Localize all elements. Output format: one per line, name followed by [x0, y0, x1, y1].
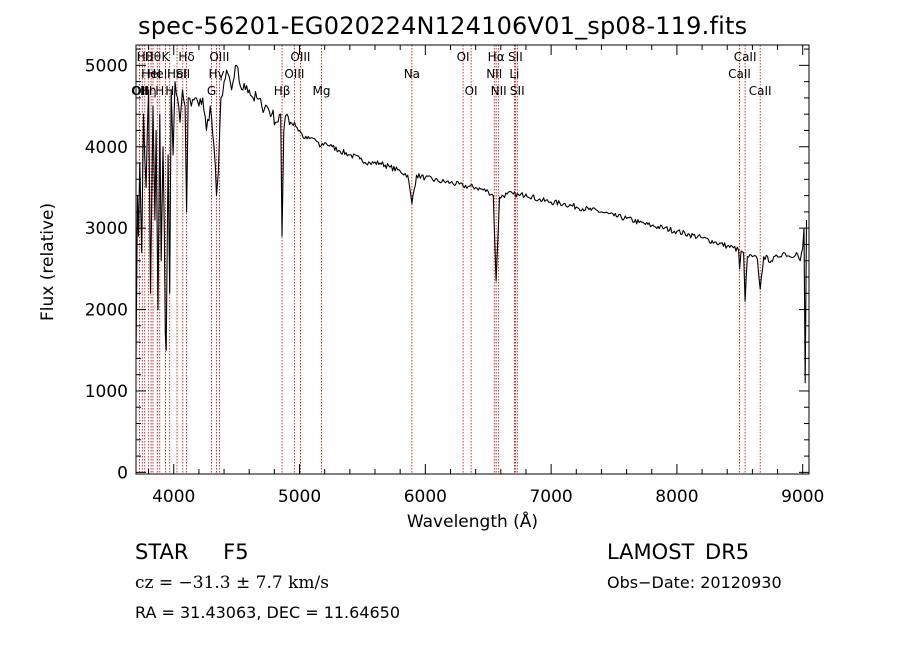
- y-tick-label-1: 1000: [85, 382, 128, 402]
- x-tick-label-2: 6000: [404, 487, 447, 507]
- y-tick-label-5: 5000: [85, 56, 128, 76]
- spectral-line-markers: [138, 45, 761, 474]
- object-class: STAR F5: [135, 540, 249, 564]
- y-tick-label-0: 0: [117, 463, 128, 483]
- line-label-27: SII: [508, 50, 523, 64]
- plot-frame: [135, 44, 810, 475]
- line-label-24: Hα: [488, 50, 505, 64]
- x-tick-label-4: 8000: [655, 487, 698, 507]
- line-label-26: Li: [509, 67, 519, 81]
- x-axis-label: Wavelength (Å): [406, 512, 539, 532]
- line-label-11: SII: [175, 67, 190, 81]
- axis-tick-labels: 4000 5000 6000 7000 8000 9000 0 1000 2000 3000 400…: [85, 56, 825, 507]
- y-tick-label-2: 2000: [85, 301, 128, 321]
- line-label-9: H: [165, 84, 174, 98]
- line-label-6: HeI: [147, 67, 167, 81]
- line-label-14: Hγ: [208, 67, 224, 81]
- line-label-8: K: [161, 50, 170, 64]
- line-label-15: OIII: [209, 50, 229, 64]
- line-label-18: OIII: [290, 50, 310, 64]
- line-label-7: H: [155, 84, 164, 98]
- line-label-30: CaII: [734, 50, 757, 64]
- line-label-25: NII: [491, 84, 507, 98]
- x-tick-label-3: 7000: [529, 487, 572, 507]
- line-label-13: G: [207, 84, 216, 98]
- y-tick-label-4: 4000: [85, 138, 128, 158]
- line-label-19: Mg: [313, 84, 331, 98]
- line-label-23: NII: [486, 67, 502, 81]
- spectrum-line: [135, 64, 808, 384]
- line-label-2: Hθ: [137, 50, 153, 64]
- x-tick-label-0: 4000: [152, 487, 195, 507]
- line-label-20: Na: [404, 67, 420, 81]
- line-label-16: Hβ: [274, 84, 291, 98]
- line-label-29: CaII: [728, 67, 751, 81]
- x-tick-label-1: 5000: [278, 487, 321, 507]
- line-label-17: OIII: [284, 67, 304, 81]
- line-label-4: HeI: [141, 67, 161, 81]
- chart-title: spec-56201-EG020224N124106V01_sp08-119.f…: [138, 12, 748, 40]
- x-tick-label-5: 9000: [781, 487, 824, 507]
- observation-date: Obs−Date: 20120930: [607, 573, 782, 592]
- line-label-28: SII: [510, 84, 525, 98]
- line-label-21: OI: [457, 50, 470, 64]
- line-label-10: HeI: [167, 67, 187, 81]
- line-label-12: Hδ: [178, 50, 194, 64]
- ra-dec-coordinates: RA = 31.43063, DEC = 11.64650: [135, 603, 401, 622]
- spectral-line-labels: OIIOIIIHθHηHeIHθHeIHKHHeISIIHδGHγOIIIHβO…: [131, 50, 771, 98]
- line-label-31: CaII: [749, 84, 772, 98]
- redshift-velocity: cz = −31.3 ± 7.7 km/s: [135, 573, 329, 593]
- y-axis-label: Flux (relative): [38, 202, 58, 321]
- y-tick-label-3: 3000: [85, 219, 128, 239]
- line-label-1: OIII: [132, 84, 152, 98]
- line-label-5: Hθ: [145, 50, 161, 64]
- line-label-0: OII: [131, 84, 148, 98]
- axis-ticks: [136, 45, 809, 474]
- survey-name: LAMOST DR5: [607, 540, 750, 564]
- line-label-22: OI: [465, 84, 478, 98]
